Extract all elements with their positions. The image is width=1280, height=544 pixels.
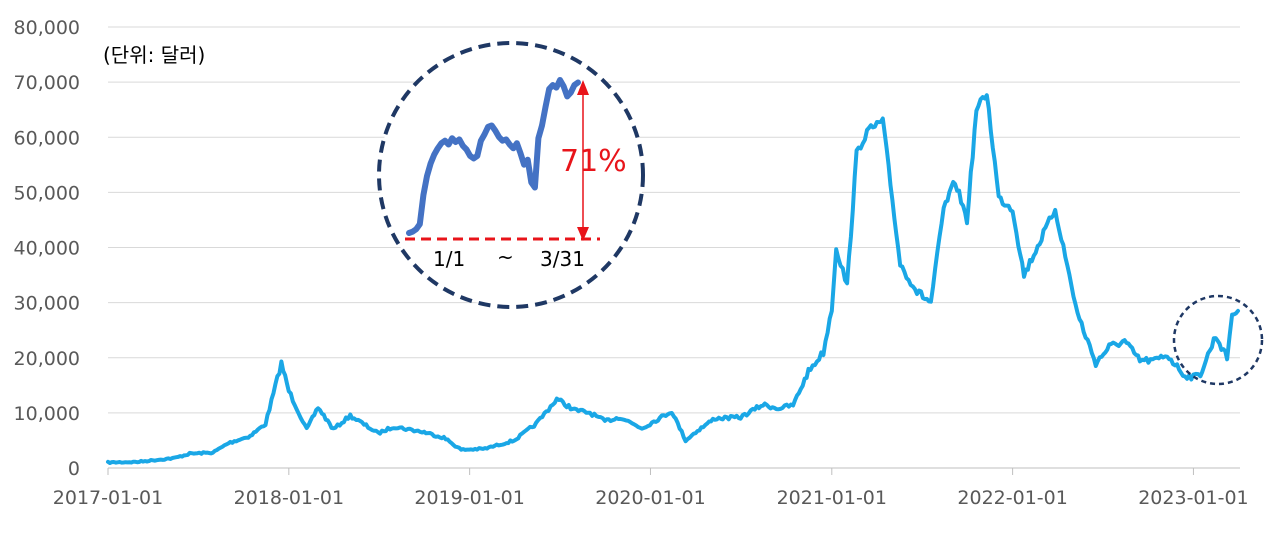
price-line [106,93,1240,465]
inset-percent-label: 71% [560,144,627,179]
y-tick-label: 50,000 [14,182,80,204]
inset-start-label: 1/1 [433,247,465,271]
inset-tilde: ~ [497,245,514,269]
inset-circle [377,41,645,309]
y-tick-label: 70,000 [14,72,80,94]
y-tick-label: 20,000 [14,348,80,370]
x-tick-label: 2021-01-01 [777,487,887,509]
y-tick-label: 60,000 [14,127,80,149]
x-tick-label: 2018-01-01 [234,487,344,509]
grid-lines [108,26,1240,469]
x-tick-label: 2023-01-01 [1138,487,1248,509]
y-tick-label: 40,000 [14,238,80,260]
y-axis-ticks: 0 10,000 20,000 30,000 40,000 50,000 60,000 70,… [14,17,80,480]
inset-zoom: 71% 1/1 ~3/31 [377,41,645,309]
zoom-marker-circle [1172,294,1264,386]
y-tick-label: 10,000 [14,403,80,425]
y-tick-label: 30,000 [14,293,80,315]
x-tick-label: 2019-01-01 [414,487,524,509]
unit-label: (단위: 달러) [103,43,205,67]
y-tick-label: 80,000 [14,17,80,39]
inset-end-label: 3/31 [540,247,585,271]
x-tick-label: 2020-01-01 [595,487,705,509]
x-tick-label: 2022-01-01 [957,487,1067,509]
series-group [106,93,1240,465]
inset-price-line [406,77,581,236]
y-tick-label: 0 [68,458,80,480]
x-tick-label: 2017-01-01 [53,487,163,509]
arrow-head-down [577,227,589,241]
arrow-head-up [577,80,589,95]
x-axis-ticks: 2017-01-01 2018-01-01 2019-01-01 2020-01-01… [53,468,1249,509]
